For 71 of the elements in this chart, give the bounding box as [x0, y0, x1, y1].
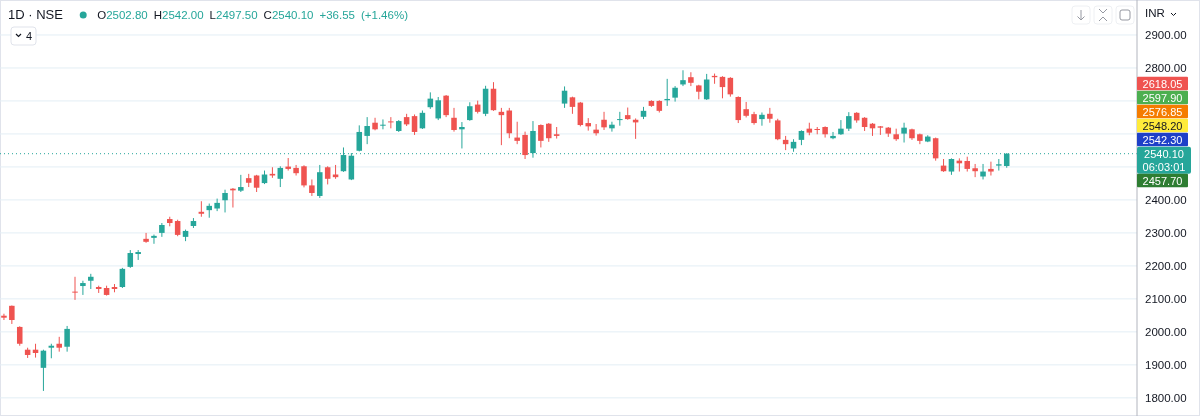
candlestick: [522, 131, 528, 160]
candlestick: [222, 189, 228, 213]
candlestick: [309, 178, 315, 197]
candlestick: [388, 116, 394, 129]
candlestick: [467, 101, 473, 122]
candlestick: [688, 71, 694, 87]
y-tick-label: 2100.00: [1145, 292, 1187, 305]
candlestick: [609, 121, 615, 133]
annotation: 4: [26, 30, 33, 42]
candlestick: [443, 94, 449, 118]
candlestick: [301, 164, 307, 188]
candlestick: [901, 122, 907, 144]
candlestick: [546, 122, 552, 143]
text: 2457.70: [1142, 174, 1183, 187]
candlestick: [988, 161, 994, 177]
candlestick: [293, 164, 299, 177]
candlestick: [9, 304, 15, 325]
candlestick: [317, 164, 323, 199]
candlestick: [538, 123, 544, 148]
candlestick: [1, 313, 7, 321]
candlestick: [380, 118, 386, 130]
candlestick: [759, 111, 765, 127]
text: O2502.80 H2542.00 L2497.50 C2540.10 +36.55 (+1.46%): [97, 9, 408, 21]
text: 2597.90: [1142, 91, 1183, 104]
y-tick-label: 1800.00: [1145, 391, 1187, 404]
text: 1D · NSE: [8, 7, 64, 22]
y-tick-label: 2300.00: [1145, 226, 1187, 239]
candlestick: [143, 232, 149, 244]
candlestick: [601, 111, 607, 131]
y-tick-label: 2800.00: [1145, 61, 1187, 74]
candlestick: [561, 85, 568, 109]
candlestick: [356, 124, 363, 152]
candlestick: [459, 121, 465, 149]
candlestick: [411, 113, 418, 136]
candlestick: [324, 165, 331, 185]
candlestick: [72, 276, 78, 301]
candlestick: [64, 325, 70, 353]
candlestick: [735, 95, 742, 124]
candlestick: [16, 325, 23, 347]
candlestick: [822, 125, 828, 139]
ref-line-label: 2540.10: [1144, 147, 1184, 160]
text: 2542.30: [1142, 133, 1183, 146]
text: 06:03:01: [1142, 160, 1186, 173]
candlestick: [451, 107, 457, 133]
candlestick: [214, 198, 220, 212]
text: 2548.20: [1142, 119, 1183, 132]
candlestick: [435, 96, 441, 121]
y-tick-label: 2000.00: [1145, 325, 1187, 338]
y-axis-title: INR: [1145, 7, 1165, 19]
candlestick: [530, 120, 536, 159]
candlestick: [846, 111, 852, 132]
candlestick: [364, 116, 370, 145]
y-tick-label: 2200.00: [1145, 259, 1187, 272]
candlestick: [514, 121, 520, 145]
candlestick: [80, 280, 86, 296]
text: 2618.05: [1142, 77, 1183, 90]
candlestick: [119, 267, 126, 289]
candlestick: [277, 165, 284, 188]
candlestick: [838, 119, 844, 136]
y-tick-label: 1900.00: [1145, 358, 1187, 371]
text: 2576.85: [1142, 105, 1183, 118]
y-tick-label: 2900.00: [1145, 28, 1187, 41]
candlestick: [830, 131, 836, 140]
candlestick: [680, 69, 686, 87]
candlestick: [151, 234, 157, 245]
y-tick-label: 2400.00: [1145, 193, 1187, 206]
candlestick: [593, 123, 599, 137]
candlestick: [774, 118, 781, 141]
candlestick: [617, 111, 623, 127]
candlestick: [972, 163, 978, 178]
candlestick: [372, 117, 378, 131]
